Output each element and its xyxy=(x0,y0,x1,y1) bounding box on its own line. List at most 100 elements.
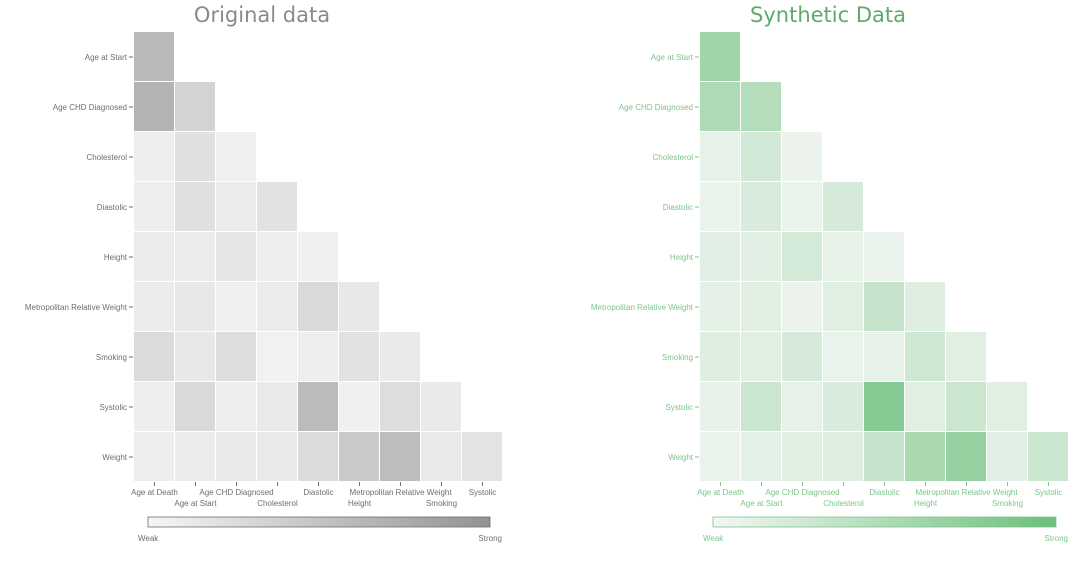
heatmap-cell xyxy=(741,382,781,431)
heatmap-cell xyxy=(905,332,945,381)
legend-weak-label: Weak xyxy=(138,534,159,543)
heatmap-cell xyxy=(987,382,1027,431)
row-label: Smoking xyxy=(662,353,693,362)
heatmap-cell xyxy=(905,282,945,331)
row-label: Cholesterol xyxy=(87,153,128,162)
heatmap-cell xyxy=(700,282,740,331)
heatmap-cell xyxy=(741,432,781,481)
heatmap-cell xyxy=(257,282,297,331)
heatmap-cell xyxy=(175,182,215,231)
heatmap-cell xyxy=(823,232,863,281)
heatmap-cell xyxy=(216,432,256,481)
heatmap-cell xyxy=(946,332,986,381)
heatmap-cell xyxy=(946,432,986,481)
heatmap-cell xyxy=(823,282,863,331)
heatmap-cell xyxy=(946,382,986,431)
heatmap-cell xyxy=(298,432,338,481)
col-label: Cholesterol xyxy=(257,499,298,508)
heatmap-cell xyxy=(421,432,461,481)
heatmap-cell xyxy=(134,382,174,431)
heatmap-cell xyxy=(782,432,822,481)
legend-gradient-bar xyxy=(147,516,491,528)
col-label: Age at Death xyxy=(131,488,178,497)
heatmap-cell xyxy=(823,432,863,481)
col-label: Smoking xyxy=(426,499,457,508)
heatmap-cell xyxy=(175,82,215,131)
heatmap-cell xyxy=(339,332,379,381)
col-label: Systolic xyxy=(1035,488,1063,497)
heatmap-cell xyxy=(700,32,740,81)
row-label: Smoking xyxy=(96,353,127,362)
heatmap-cell xyxy=(134,432,174,481)
heatmap-cell xyxy=(462,432,502,481)
heatmap-cell xyxy=(782,132,822,181)
heatmap-cell xyxy=(864,332,904,381)
heatmap-cell xyxy=(864,282,904,331)
heatmap-cell xyxy=(741,132,781,181)
col-label: Age at Start xyxy=(740,499,783,508)
heatmap-cell xyxy=(700,232,740,281)
heatmap-cell xyxy=(380,332,420,381)
heatmap-cell xyxy=(700,332,740,381)
row-label: Metropolitan Relative Weight xyxy=(25,303,128,312)
chart-title: Synthetic Data xyxy=(750,3,906,27)
heatmap-cell xyxy=(700,182,740,231)
heatmap-cell xyxy=(782,232,822,281)
col-label: Smoking xyxy=(992,499,1023,508)
heatmap-cell xyxy=(380,432,420,481)
row-label: Age at Start xyxy=(85,53,128,62)
col-label: Systolic xyxy=(469,488,497,497)
heatmap-cell xyxy=(823,332,863,381)
heatmap-cell xyxy=(257,182,297,231)
heatmap-cell xyxy=(257,232,297,281)
heatmap-cell xyxy=(134,182,174,231)
heatmap-cell xyxy=(216,232,256,281)
heatmap-cell xyxy=(298,232,338,281)
heatmap-cell xyxy=(339,282,379,331)
heatmap-cell xyxy=(700,432,740,481)
col-label: Metropolitan Relative Weight xyxy=(349,488,452,497)
col-label: Age at Death xyxy=(697,488,744,497)
heatmap-cell xyxy=(380,382,420,431)
col-label: Metropolitan Relative Weight xyxy=(915,488,1018,497)
heatmap-cell xyxy=(741,182,781,231)
col-label: Age CHD Diagnosed xyxy=(765,488,839,497)
col-label: Height xyxy=(914,499,938,508)
heatmap-cell xyxy=(700,382,740,431)
heatmap-cell xyxy=(864,232,904,281)
heatmap-cell xyxy=(134,232,174,281)
row-label: Metropolitan Relative Weight xyxy=(591,303,694,312)
row-label: Weight xyxy=(102,453,128,462)
heatmap-cell xyxy=(134,32,174,81)
heatmap-cell xyxy=(741,232,781,281)
heatmap-cell xyxy=(257,382,297,431)
heatmap-cell xyxy=(823,382,863,431)
heatmap-cell xyxy=(905,432,945,481)
col-label: Diastolic xyxy=(869,488,899,497)
row-label: Height xyxy=(670,253,694,262)
heatmap-cell xyxy=(257,332,297,381)
row-label: Cholesterol xyxy=(653,153,694,162)
heatmap-cell xyxy=(700,132,740,181)
heatmap-cell xyxy=(134,82,174,131)
heatmap-cell xyxy=(864,432,904,481)
heatmap-cell xyxy=(298,332,338,381)
heatmap-cell xyxy=(823,182,863,231)
col-label: Age CHD Diagnosed xyxy=(199,488,273,497)
heatmap-cell xyxy=(216,182,256,231)
col-label: Cholesterol xyxy=(823,499,864,508)
row-label: Systolic xyxy=(99,403,127,412)
legend-strong-label: Strong xyxy=(1044,534,1068,543)
heatmap-cell xyxy=(782,282,822,331)
heatmap-cell xyxy=(741,282,781,331)
heatmap-cell xyxy=(905,382,945,431)
heatmap-cell xyxy=(339,432,379,481)
heatmap-panel-1: Original data Age at Start Age CHD Diagnos… xyxy=(25,3,502,543)
heatmap-cell xyxy=(216,282,256,331)
heatmap-cell xyxy=(782,382,822,431)
heatmap-cell xyxy=(175,232,215,281)
heatmap-cell xyxy=(298,382,338,431)
heatmap-cell xyxy=(175,382,215,431)
heatmap-cell xyxy=(700,82,740,131)
